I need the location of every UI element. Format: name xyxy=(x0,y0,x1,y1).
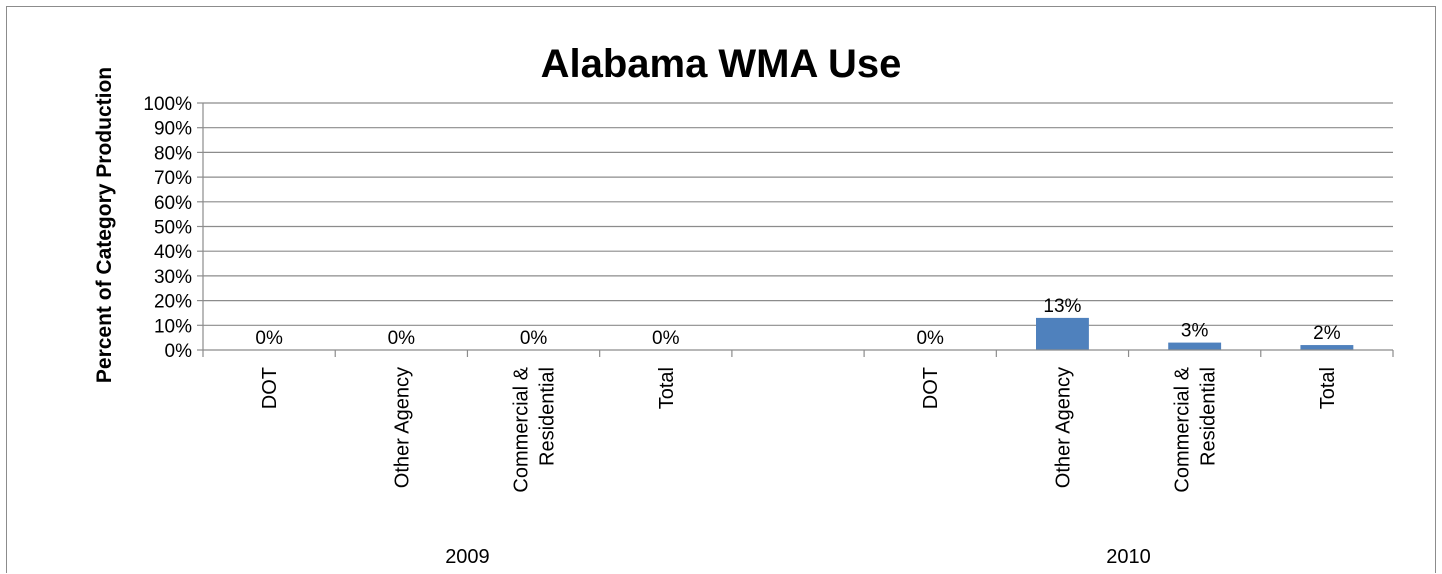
y-tick-label: 60% xyxy=(154,193,192,214)
y-tick-label: 30% xyxy=(154,267,192,288)
category-label: Commercial & Residential xyxy=(511,366,559,492)
category-label: DOT xyxy=(259,367,281,409)
chart-frame: Alabama WMA Use Percent of Category Prod… xyxy=(6,6,1436,573)
y-tick-label: 20% xyxy=(154,292,192,313)
bar xyxy=(1036,317,1089,350)
group-label: 2010 xyxy=(1106,546,1151,568)
data-label: 13% xyxy=(1043,296,1081,317)
y-tick-label: 0% xyxy=(165,341,193,362)
y-tick-label: 40% xyxy=(154,242,192,263)
axes xyxy=(202,103,1394,357)
data-labels: 0% 0% 0% 0% 0% 13% 3% 2% xyxy=(255,296,1340,349)
category-label: Other Agency xyxy=(391,367,413,488)
data-label: 2% xyxy=(1313,323,1341,344)
data-label: 0% xyxy=(916,328,944,349)
y-tick-label: 90% xyxy=(154,119,192,140)
category-labels: DOT Other Agency Commercial & Residential To… xyxy=(259,366,1339,492)
bar xyxy=(1168,342,1222,350)
bar xyxy=(1300,345,1354,350)
y-tick-label: 50% xyxy=(154,218,192,239)
data-label: 0% xyxy=(652,328,680,349)
y-tick-label: 100% xyxy=(143,94,192,115)
data-label: 0% xyxy=(255,328,283,349)
gridlines xyxy=(197,102,1393,351)
category-label: Other Agency xyxy=(1052,367,1074,488)
bars xyxy=(1036,317,1354,350)
category-label: Commercial & Residential xyxy=(1172,366,1220,492)
group-labels: 2009 2010 xyxy=(445,546,1151,568)
y-axis-label: Percent of Category Production xyxy=(93,67,116,383)
y-tick-label: 80% xyxy=(154,143,192,164)
y-tick-label: 10% xyxy=(154,316,192,337)
chart-svg: Alabama WMA Use Percent of Category Prod… xyxy=(93,42,1394,568)
data-label: 0% xyxy=(388,328,416,349)
data-label: 3% xyxy=(1181,321,1209,342)
category-label: DOT xyxy=(920,367,942,409)
chart-title: Alabama WMA Use xyxy=(541,42,902,86)
y-tick-labels: 0% 10% 20% 30% 40% 50% 60% 70% 80% 90% 100% xyxy=(143,94,192,362)
y-tick-label: 70% xyxy=(154,168,192,189)
category-label: Total xyxy=(1317,367,1339,409)
group-label: 2009 xyxy=(445,546,490,568)
category-label: Total xyxy=(656,367,678,409)
data-label: 0% xyxy=(520,328,548,349)
